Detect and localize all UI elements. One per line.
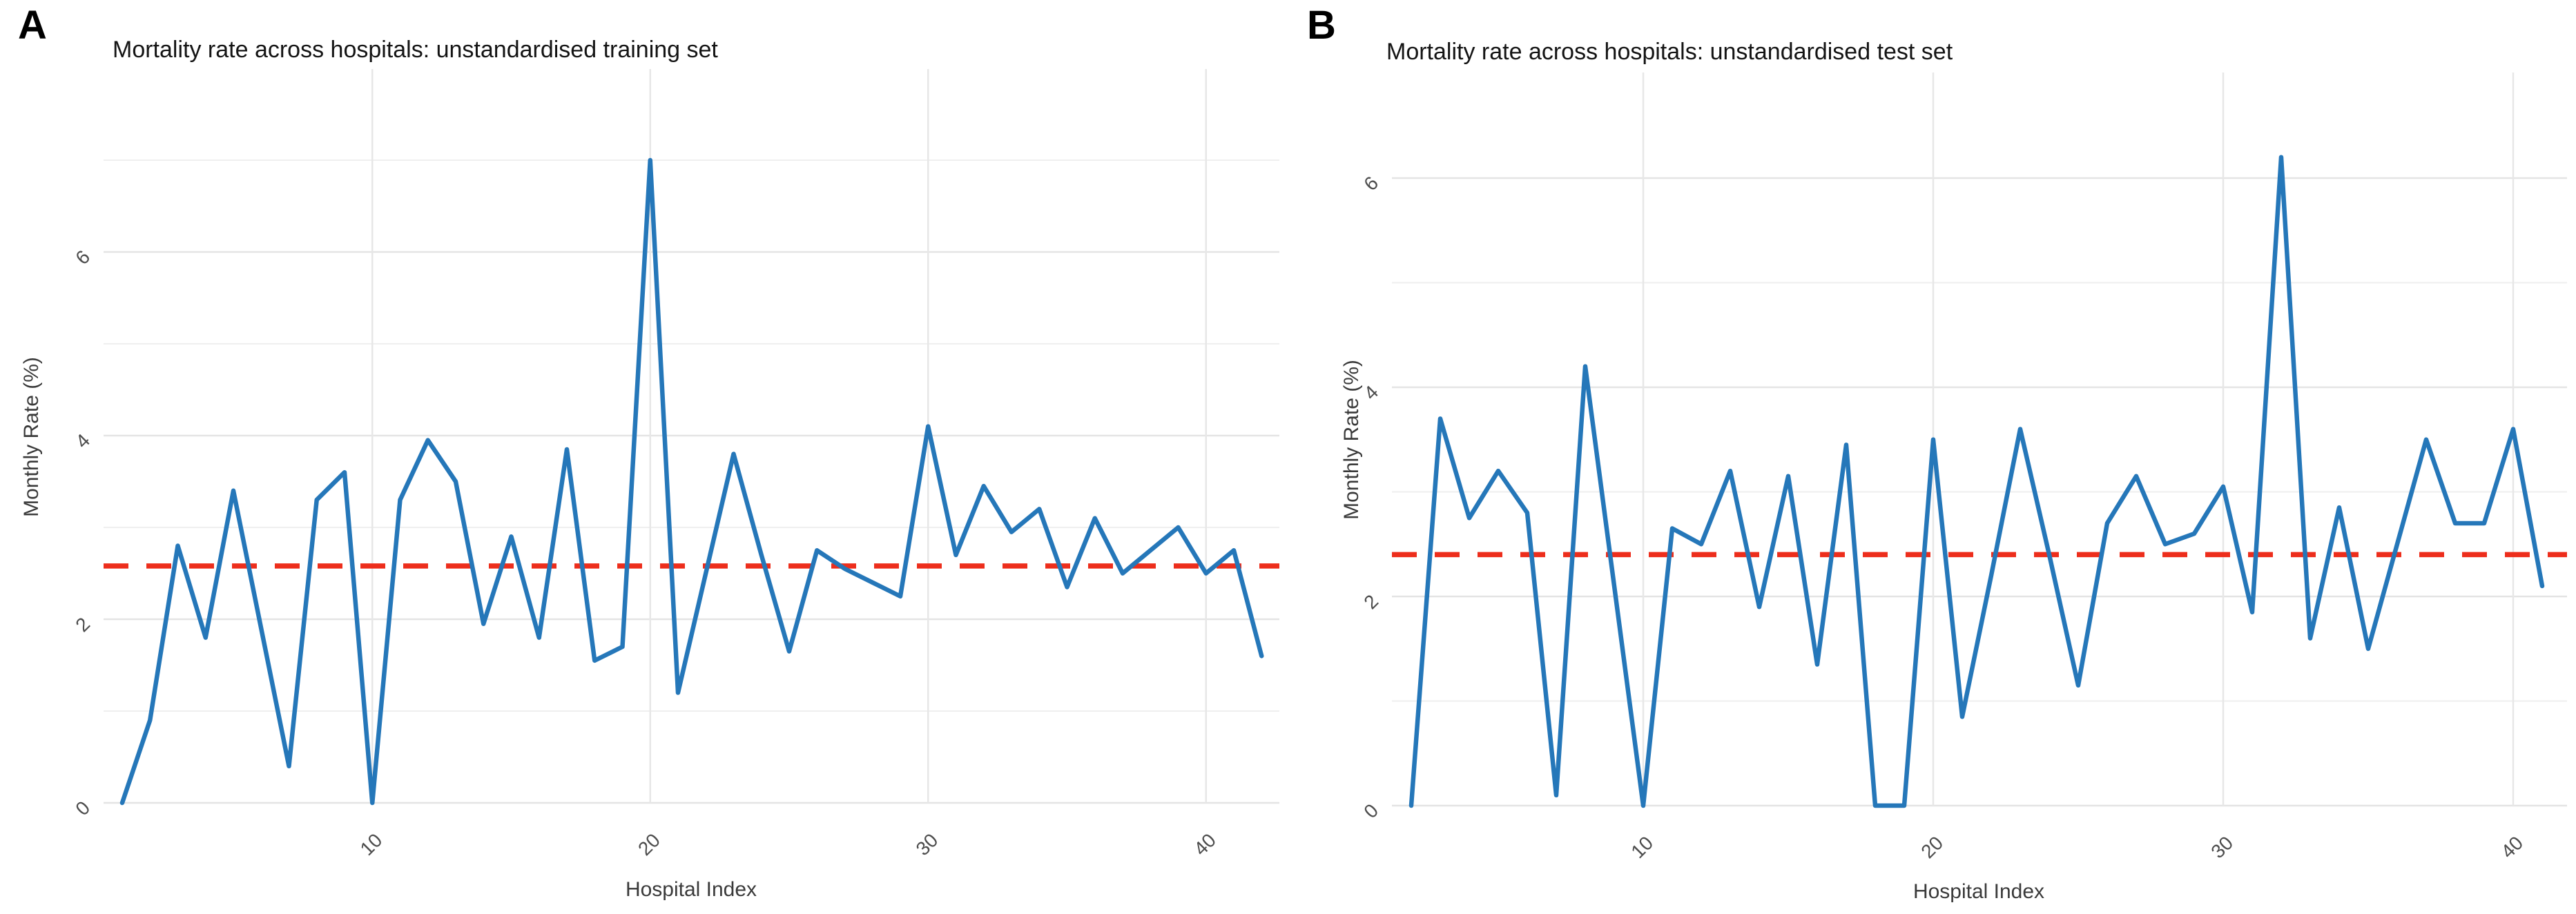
x-tick-label: 10 (1627, 832, 1657, 862)
y-tick-label: 0 (1359, 799, 1382, 822)
x-tick-label: 20 (1917, 832, 1947, 862)
x-tick-label: 30 (2207, 832, 2237, 862)
series-line (119, 157, 1264, 806)
panel-a-x-axis-label: Hospital Index (625, 878, 757, 901)
series-line (1408, 155, 2545, 808)
panel-a-title: Mortality rate across hospitals: unstand… (113, 37, 718, 63)
x-tick-label: 40 (1190, 829, 1220, 859)
panel-b-title: Mortality rate across hospitals: unstand… (1386, 39, 1953, 65)
panel-b-label: B (1307, 3, 1336, 48)
y-tick-label: 2 (1359, 590, 1382, 613)
x-tick-label: 40 (2497, 832, 2527, 862)
y-tick-label: 0 (71, 797, 94, 819)
y-tick-label: 2 (71, 613, 94, 636)
panel-b-y-axis-label: Monthly Rate (%) (1340, 360, 1363, 520)
y-tick-label: 4 (71, 429, 94, 452)
x-tick-label: 20 (634, 829, 664, 859)
panel-a-y-axis-label: Monthly Rate (%) (20, 357, 43, 517)
y-tick-label: 6 (71, 246, 94, 269)
y-tick-label: 6 (1359, 172, 1382, 195)
x-tick-label: 10 (356, 829, 387, 859)
panel-a-label: A (18, 3, 47, 48)
panel-b-x-axis-label: Hospital Index (1912, 880, 2045, 903)
x-tick-label: 30 (912, 829, 942, 859)
